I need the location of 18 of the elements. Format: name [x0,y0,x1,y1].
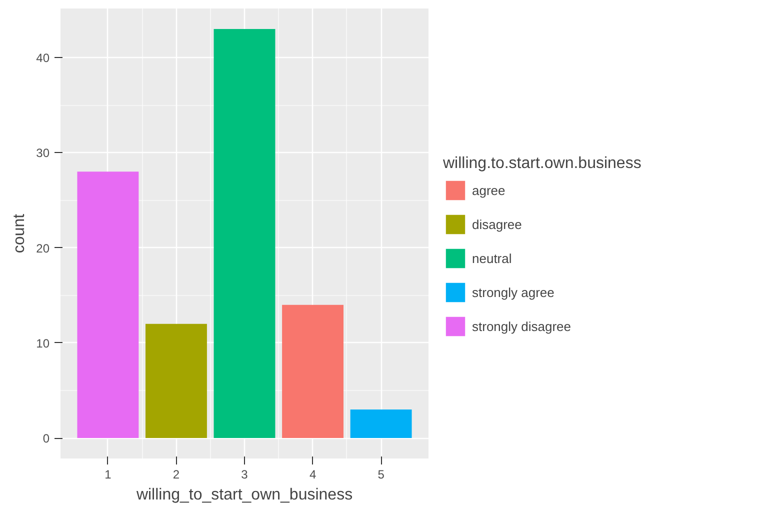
y-tick-label: 30 [36,146,50,160]
legend-label: neutral [472,250,512,266]
x-axis-title: willing_to_start_own_business [135,486,353,504]
y-tick-label: 10 [36,336,50,350]
legend-title: willing.to.start.own.business [443,155,642,173]
y-tick-label: 0 [42,432,50,446]
y-tick-label: 40 [36,50,50,65]
legend-label: disagree [472,216,522,232]
legend-label: agree [472,182,506,198]
x-tick-label: 5 [378,468,385,482]
y-tick-label: 20 [36,241,50,256]
y-axis-title: count [11,213,28,254]
legend-label: strongly agree [472,284,554,300]
x-tick-label: 1 [104,468,112,482]
x-tick-label: 2 [172,468,180,482]
x-tick-label: 4 [309,468,316,482]
legend-label: strongly disagree [472,318,571,334]
x-tick-label: 3 [241,468,248,482]
